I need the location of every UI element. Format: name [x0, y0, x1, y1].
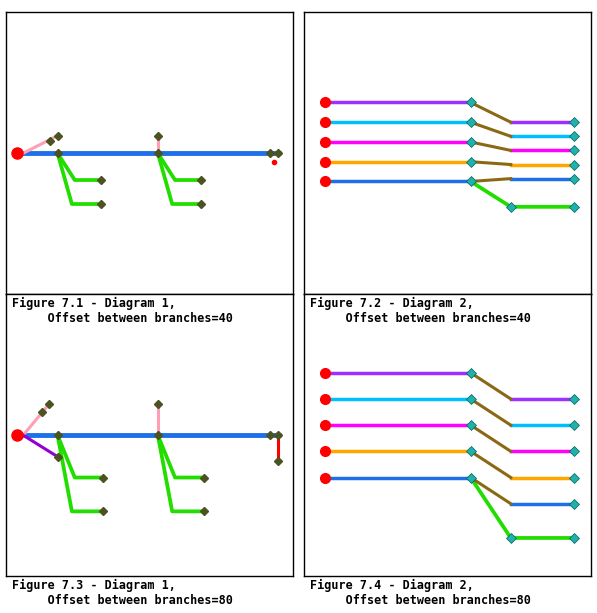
Text: Figure 7.4 - Diagram 2,
     Offset between branches=80: Figure 7.4 - Diagram 2, Offset between b… — [310, 579, 531, 607]
Text: Figure 7.3 - Diagram 1,
     Offset between branches=80: Figure 7.3 - Diagram 1, Offset between b… — [12, 579, 233, 607]
Text: Figure 7.1 - Diagram 1,
     Offset between branches=40: Figure 7.1 - Diagram 1, Offset between b… — [12, 297, 233, 326]
Text: Figure 7.2 - Diagram 2,
     Offset between branches=40: Figure 7.2 - Diagram 2, Offset between b… — [310, 297, 531, 326]
